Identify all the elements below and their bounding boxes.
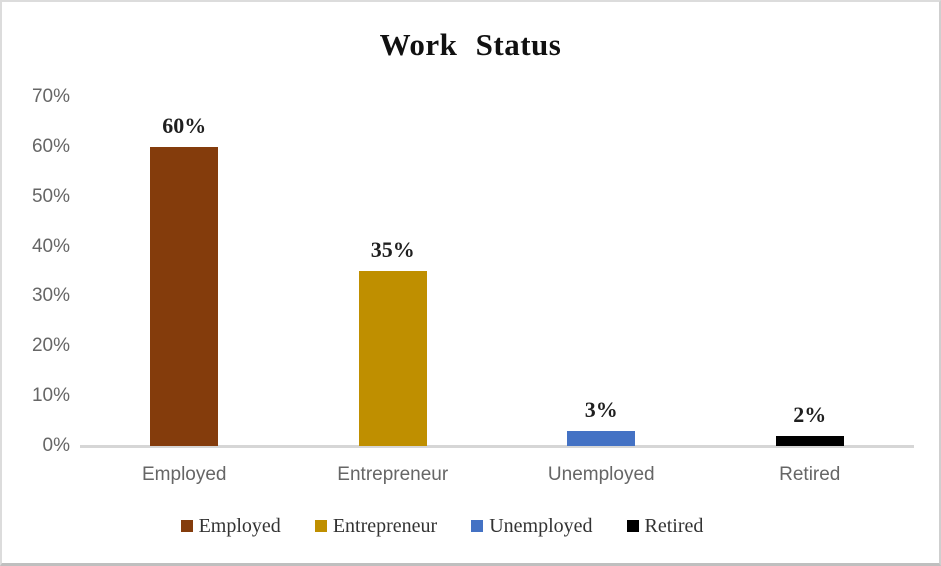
legend: Employed Entrepreneur Unemployed Retired [2, 513, 882, 539]
value-label-retired: 2% [793, 402, 827, 427]
y-tick-label: 10% [31, 385, 70, 407]
y-tick-label: 30% [31, 285, 70, 307]
legend-label: Unemployed [489, 515, 593, 537]
value-label-unemployed: 3% [584, 397, 618, 422]
bar-entrepreneur[interactable] [358, 271, 427, 446]
bar-employed[interactable] [150, 147, 219, 446]
legend-item-entrepreneur[interactable]: Entrepreneur [314, 514, 438, 538]
legend-label: Employed [198, 515, 281, 537]
legend-swatch-icon [314, 520, 327, 532]
bar-unemployed[interactable] [567, 431, 636, 446]
legend-item-unemployed[interactable]: Unemployed [471, 514, 593, 538]
chart-title: Work Status [379, 27, 562, 62]
legend-item-employed[interactable]: Employed [180, 514, 281, 538]
legend-swatch-icon [626, 520, 639, 532]
legend-swatch-icon [471, 520, 484, 532]
x-axis-baseline [80, 445, 914, 448]
legend-swatch-icon [180, 520, 193, 532]
y-tick-label: 70% [31, 86, 70, 107]
category-label-employed: Employed [142, 464, 227, 485]
bar-retired[interactable] [775, 436, 844, 446]
y-tick-label: 0% [42, 435, 70, 456]
y-tick-label: 40% [31, 235, 70, 257]
category-label-unemployed: Unemployed [547, 464, 655, 485]
category-label-retired: Retired [779, 464, 841, 485]
y-tick-label: 60% [31, 135, 70, 157]
y-tick-label: 20% [31, 335, 70, 357]
legend-label: Entrepreneur [332, 515, 438, 537]
y-tick-label: 50% [31, 185, 70, 207]
value-label-entrepreneur: 35% [370, 237, 415, 262]
category-label-entrepreneur: Entrepreneur [337, 464, 449, 485]
legend-label: Retired [644, 515, 704, 537]
legend-item-retired[interactable]: Retired [626, 514, 704, 538]
value-label-employed: 60% [162, 113, 207, 138]
